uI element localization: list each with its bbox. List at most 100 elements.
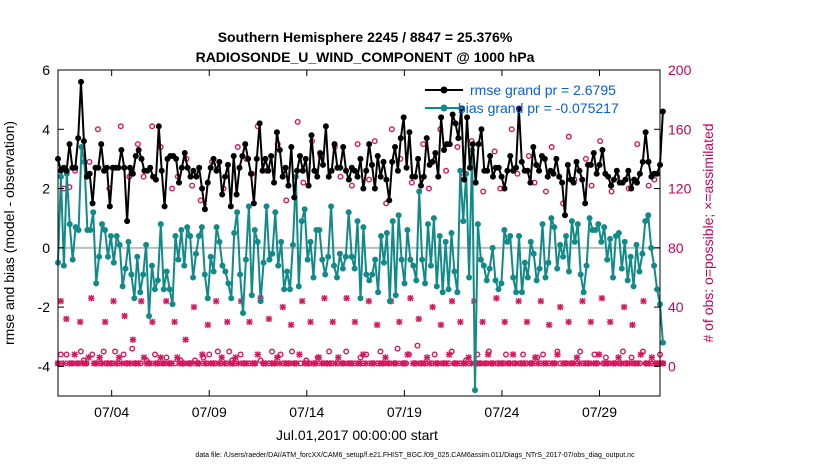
rmse-series-point: [374, 152, 381, 159]
bias-series-point: [530, 250, 537, 257]
bias-series-point: [328, 203, 335, 210]
obs-possible-marker: [189, 182, 196, 189]
bias-series-point: [269, 250, 276, 257]
bias-series-point: [410, 262, 417, 269]
rmse-series-point: [622, 176, 629, 183]
rmse-series-point: [204, 179, 211, 186]
rmse-series-point: [498, 173, 505, 180]
obs-assimilated-marker: [587, 318, 594, 326]
bias-series-point: [554, 265, 561, 272]
obs-possible-marker: [371, 138, 378, 145]
bias-series-point: [148, 262, 155, 269]
rmse-series-point: [608, 182, 615, 189]
obs-possible-marker: [548, 144, 555, 151]
rmse-series-point: [308, 132, 315, 139]
obs-possible-marker: [294, 118, 301, 125]
bias-series-point: [560, 253, 567, 260]
obs-assimilated-marker: [645, 360, 653, 367]
obs-possible-marker: [234, 144, 241, 151]
rmse-series-point: [412, 173, 419, 180]
bias-series-point: [351, 265, 358, 272]
rmse-series-point: [207, 164, 214, 171]
bias-series-point: [386, 298, 393, 305]
obs-assimilated-marker: [446, 351, 453, 358]
legend-rmse-label: rmse grand pr = 2.6795: [470, 82, 616, 98]
legend-rmse-marker: [440, 86, 448, 94]
obs-assimilated-marker: [307, 318, 314, 326]
rmse-series-point: [501, 185, 508, 192]
bias-series-point: [483, 277, 490, 284]
bias-series-point: [90, 209, 97, 216]
rmse-series-point: [282, 164, 289, 171]
obs-assimilated-marker: [126, 360, 134, 367]
bias-series-point: [651, 262, 658, 269]
rmse-series-point: [227, 203, 234, 210]
x-tick-label: 07/14: [289, 404, 324, 420]
rmse-series-point: [524, 167, 531, 174]
obs-possible-marker: [508, 126, 515, 133]
rmse-series-point: [475, 141, 482, 148]
bias-series-point: [348, 253, 355, 260]
rmse-series-point: [268, 152, 275, 159]
rmse-series-point: [625, 167, 632, 174]
bias-series-point: [466, 274, 473, 281]
bias-series-point: [501, 227, 508, 234]
obs-assimilated-marker: [570, 360, 578, 367]
rmse-series-point: [178, 164, 185, 171]
rmse-series-point: [599, 147, 606, 154]
obs-assimilated-marker: [385, 360, 392, 367]
obs-assimilated-marker: [618, 360, 625, 367]
bias-series-point: [93, 280, 100, 287]
bias-series-point: [498, 280, 505, 287]
obs-assimilated-marker: [326, 360, 334, 367]
rmse-series-point: [383, 176, 390, 183]
rmse-series-point: [360, 185, 367, 192]
obs-assimilated-marker: [532, 354, 539, 361]
obs-assimilated-marker: [351, 318, 359, 326]
bias-series-point: [286, 286, 293, 293]
rmse-series-point: [536, 167, 543, 174]
obs-assimilated-marker: [576, 360, 583, 367]
bias-series-point: [624, 277, 631, 284]
obs-assimilated-marker: [271, 360, 278, 367]
bias-series-point: [451, 268, 458, 275]
obs-assimilated-marker: [415, 315, 422, 323]
rmse-series-point: [351, 167, 358, 174]
rmse-series-point: [265, 167, 272, 174]
obs-possible-marker: [343, 348, 350, 355]
bias-series-point: [140, 271, 147, 278]
bias-series-point: [195, 232, 202, 239]
rmse-series-point: [201, 206, 208, 213]
bias-series-point: [495, 286, 502, 293]
rmse-series-point: [317, 149, 324, 156]
obs-assimilated-marker: [620, 303, 628, 311]
rmse-series-point: [98, 141, 105, 148]
rmse-series-point: [435, 173, 442, 180]
obs-possible-marker: [337, 173, 344, 180]
bias-series-point: [278, 238, 285, 245]
obs-assimilated-marker: [251, 360, 259, 367]
obs-assimilated-marker: [199, 351, 206, 358]
obs-assimilated-marker: [85, 354, 92, 361]
obs-possible-marker: [348, 182, 355, 189]
rmse-series-point: [556, 173, 563, 180]
obs-possible-marker: [425, 185, 432, 192]
obs-assimilated-marker: [262, 360, 270, 367]
bias-series-point: [190, 274, 197, 281]
obs-possible-marker: [94, 126, 101, 133]
obs-assimilated-marker: [154, 360, 162, 367]
rmse-series-point: [158, 167, 165, 174]
obs-possible-marker: [89, 351, 96, 358]
rmse-series-point: [320, 161, 327, 168]
obs-assimilated-marker: [146, 360, 153, 367]
rmse-series-point: [487, 152, 494, 159]
rmse-series-point: [242, 141, 249, 148]
y-tick-label-left: -2: [38, 299, 51, 315]
rmse-series-point: [371, 185, 378, 192]
obs-assimilated-marker: [637, 351, 644, 358]
rmse-series-point: [196, 164, 203, 171]
rmse-series-point: [106, 203, 113, 210]
rmse-series-point: [285, 182, 292, 189]
bias-series-point: [413, 277, 420, 284]
obs-possible-marker: [431, 351, 438, 358]
